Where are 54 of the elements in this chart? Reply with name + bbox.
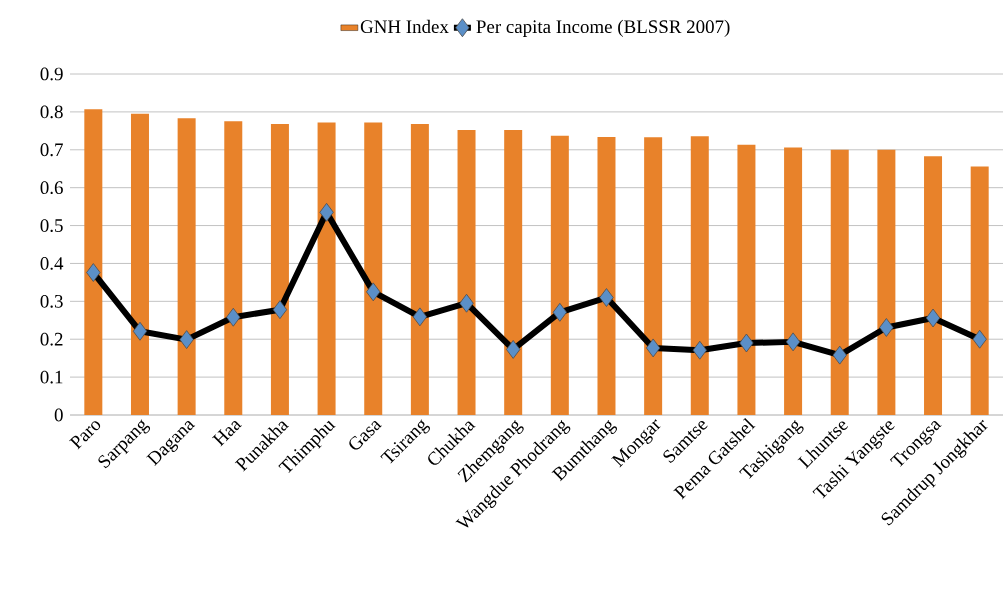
bar — [224, 121, 243, 415]
y-tick-label: 0.2 — [40, 332, 63, 346]
point — [459, 293, 474, 313]
y-tick-label: 0.4 — [40, 257, 64, 270]
bar — [84, 109, 103, 415]
bar — [550, 135, 569, 415]
point — [226, 307, 241, 327]
point — [972, 329, 987, 349]
y-tick-label: 0.8 — [40, 105, 63, 119]
y-tick-label: 0.9 — [40, 67, 63, 81]
point — [739, 333, 754, 353]
bar — [970, 166, 989, 415]
point — [552, 302, 567, 322]
bar — [737, 144, 756, 415]
bar — [457, 130, 476, 415]
bar — [364, 122, 383, 415]
x-tick-label: Gasa — [349, 421, 382, 450]
point — [692, 340, 707, 360]
bar — [317, 122, 336, 415]
bar — [644, 137, 663, 415]
point — [506, 340, 521, 359]
bar — [130, 113, 149, 415]
point — [925, 308, 941, 328]
point — [272, 300, 288, 320]
point — [412, 307, 428, 327]
bar — [177, 118, 196, 415]
y-tick-label: 0.3 — [40, 294, 63, 308]
point — [645, 338, 661, 358]
legend-label: Per capita Income (BLSSR 2007) — [476, 19, 730, 37]
point — [132, 321, 148, 341]
bar — [830, 149, 849, 415]
bar — [877, 149, 896, 415]
bar — [784, 147, 803, 415]
bar — [597, 136, 616, 415]
y-tick-label: 0.7 — [40, 143, 63, 157]
bar — [270, 124, 289, 415]
x-tick-label: Paro — [69, 421, 101, 450]
y-tick-label: 0.6 — [40, 181, 63, 195]
bar — [410, 124, 429, 415]
legend-label: GNH Index — [360, 19, 449, 34]
point — [179, 330, 194, 349]
y-tick-label: 0.5 — [40, 219, 63, 232]
bar — [504, 130, 523, 415]
point — [599, 288, 614, 307]
bar — [690, 136, 709, 415]
point — [879, 318, 894, 337]
point — [785, 332, 801, 352]
point — [366, 282, 381, 302]
bar — [924, 156, 943, 415]
point — [319, 202, 334, 222]
point — [86, 263, 101, 282]
y-tick-label: 0 — [54, 408, 63, 422]
y-tick-label: 0.1 — [40, 370, 63, 384]
point — [832, 345, 847, 365]
